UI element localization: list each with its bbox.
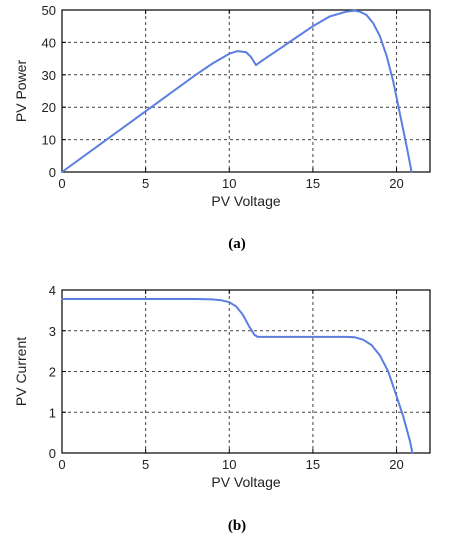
chart-1-y-tick-label-2: 2 — [49, 365, 56, 380]
chart-1-y-tick-label-1: 1 — [49, 405, 56, 420]
chart-0-y-tick-label-0: 0 — [49, 165, 56, 180]
chart-1-x-tick-label-1: 5 — [142, 457, 149, 472]
chart-0-y-axis-label: PV Power — [13, 60, 29, 123]
chart-1-y-axis-label: PV Current — [13, 337, 29, 406]
chart-0-caption: (a) — [228, 236, 246, 252]
chart-0: 0 5 10 15 20 0 10 20 30 40 50 PV Voltage PV Power (a) — [13, 3, 431, 252]
chart-1-x-tick-label-4: 20 — [389, 457, 403, 472]
chart-1-x-axis-label: PV Voltage — [211, 474, 280, 490]
chart-1-caption: (b) — [228, 518, 246, 534]
chart-1-y-tick-label-4: 4 — [49, 283, 56, 298]
chart-0-y-tick-label-4: 40 — [42, 35, 56, 50]
chart-0-plot-area — [62, 10, 430, 172]
chart-0-y-tick-label-3: 30 — [42, 68, 56, 83]
chart-0-series-line-0 — [61, 9, 413, 173]
chart-0-y-tick-label-1: 10 — [42, 133, 56, 148]
chart-0-x-tick-label-3: 15 — [306, 176, 320, 191]
chart-1-x-tick-label-2: 10 — [222, 457, 236, 472]
chart-0-x-tick-label-0: 0 — [58, 176, 65, 191]
chart-1-y-tick-label-0: 0 — [49, 446, 56, 461]
chart-0-x-tick-label-2: 10 — [222, 176, 236, 191]
chart-0-x-tick-label-4: 20 — [389, 176, 403, 191]
chart-0-y-tick-label-2: 20 — [42, 100, 56, 115]
chart-1-y-tick-label-3: 3 — [49, 324, 56, 339]
chart-0-y-tick-label-5: 50 — [42, 3, 56, 18]
chart-1-x-tick-label-0: 0 — [58, 457, 65, 472]
chart-1: 0 5 10 15 20 0 1 2 3 4 PV Voltage PV Current (b) — [13, 283, 431, 534]
chart-1-x-tick-label-3: 15 — [306, 457, 320, 472]
chart-0-axes-box — [61, 9, 431, 173]
chart-0-x-axis-label: PV Voltage — [211, 193, 280, 209]
chart-0-x-tick-label-1: 5 — [142, 176, 149, 191]
chart-1-series-line-0 — [61, 298, 414, 454]
